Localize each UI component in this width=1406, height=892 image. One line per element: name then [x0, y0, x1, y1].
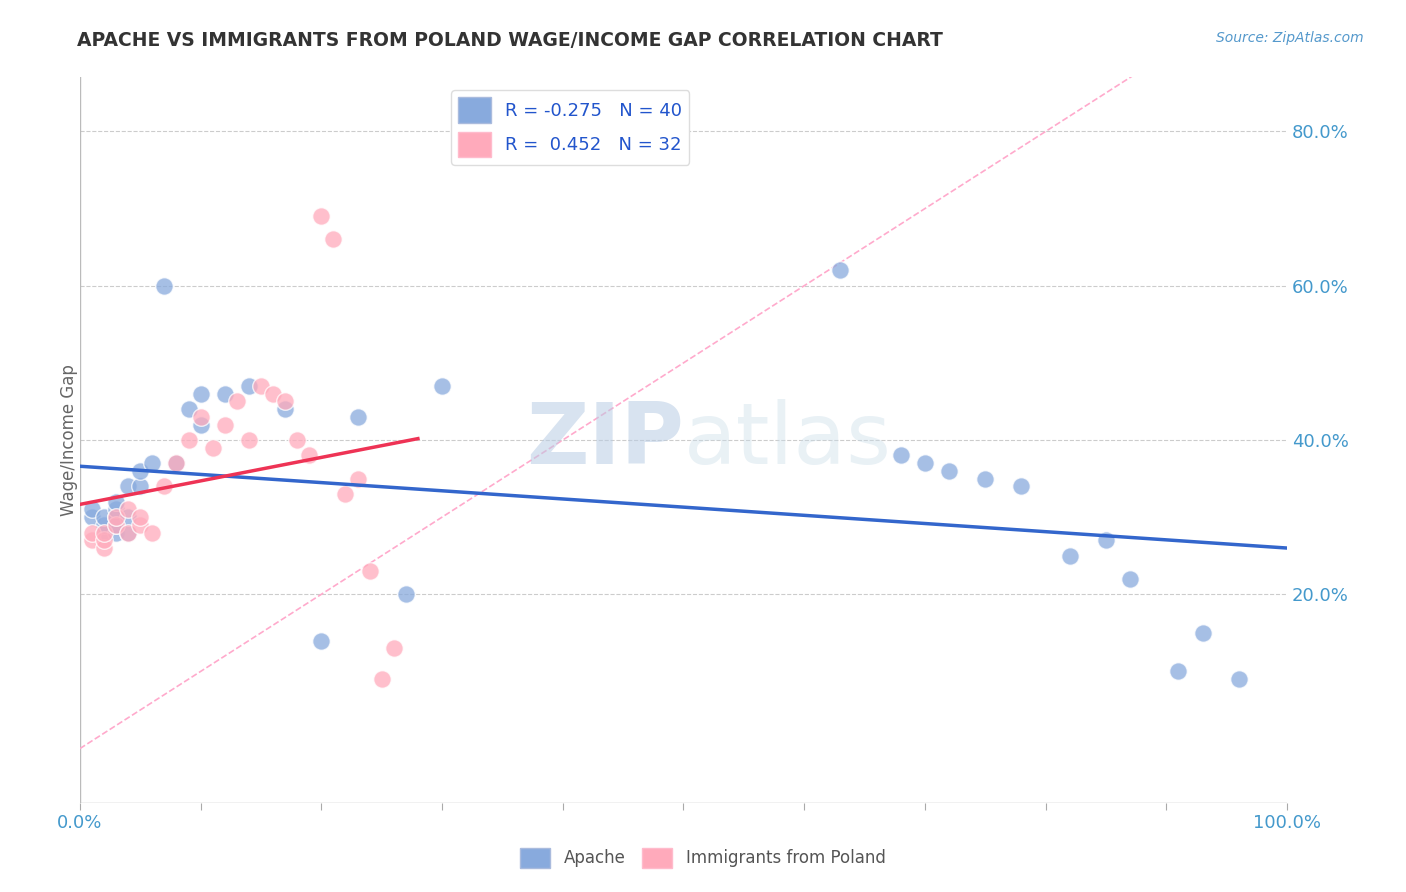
Text: APACHE VS IMMIGRANTS FROM POLAND WAGE/INCOME GAP CORRELATION CHART: APACHE VS IMMIGRANTS FROM POLAND WAGE/IN…	[77, 31, 943, 50]
Point	[430, 379, 453, 393]
Point	[1059, 549, 1081, 563]
Point	[117, 510, 139, 524]
Point	[250, 379, 273, 393]
Point	[1167, 665, 1189, 679]
Point	[93, 517, 115, 532]
Point	[177, 402, 200, 417]
Point	[1227, 672, 1250, 686]
Point	[238, 379, 260, 393]
Point	[285, 433, 308, 447]
Point	[1011, 479, 1033, 493]
Point	[105, 525, 128, 540]
Point	[938, 464, 960, 478]
Point	[105, 517, 128, 532]
Point	[141, 525, 163, 540]
Point	[80, 525, 103, 540]
Point	[1119, 572, 1142, 586]
Point	[105, 494, 128, 508]
Point	[830, 263, 852, 277]
Point	[311, 209, 333, 223]
Point	[141, 456, 163, 470]
Point	[201, 441, 224, 455]
Point	[117, 479, 139, 493]
Point	[93, 525, 115, 540]
Point	[165, 456, 187, 470]
Point	[322, 232, 344, 246]
Text: atlas: atlas	[683, 399, 891, 482]
Point	[238, 433, 260, 447]
Legend: R = -0.275   N = 40, R =  0.452   N = 32: R = -0.275 N = 40, R = 0.452 N = 32	[451, 90, 689, 165]
Point	[298, 449, 321, 463]
Point	[335, 487, 357, 501]
Point	[80, 533, 103, 548]
Point	[346, 472, 368, 486]
Point	[105, 510, 128, 524]
Point	[311, 633, 333, 648]
Point	[165, 456, 187, 470]
Point	[274, 402, 297, 417]
Point	[190, 417, 212, 432]
Point	[274, 394, 297, 409]
Point	[105, 502, 128, 516]
Point	[93, 525, 115, 540]
Point	[129, 464, 152, 478]
Point	[117, 525, 139, 540]
Point	[93, 510, 115, 524]
Point	[890, 449, 912, 463]
Point	[370, 672, 392, 686]
Point	[153, 479, 176, 493]
Point	[225, 394, 247, 409]
Point	[80, 502, 103, 516]
Point	[395, 587, 418, 601]
Point	[214, 417, 236, 432]
Point	[914, 456, 936, 470]
Point	[117, 502, 139, 516]
Point	[80, 510, 103, 524]
Point	[346, 409, 368, 424]
Point	[190, 386, 212, 401]
Point	[214, 386, 236, 401]
Point	[117, 525, 139, 540]
Point	[129, 510, 152, 524]
Point	[105, 510, 128, 524]
Text: Source: ZipAtlas.com: Source: ZipAtlas.com	[1216, 31, 1364, 45]
Point	[190, 409, 212, 424]
Legend: Apache, Immigrants from Poland: Apache, Immigrants from Poland	[513, 841, 893, 875]
Point	[1095, 533, 1118, 548]
Point	[382, 641, 405, 656]
Text: ZIP: ZIP	[526, 399, 683, 482]
Point	[129, 517, 152, 532]
Point	[129, 479, 152, 493]
Point	[93, 541, 115, 555]
Point	[177, 433, 200, 447]
Point	[105, 517, 128, 532]
Point	[262, 386, 284, 401]
Point	[359, 564, 381, 578]
Point	[93, 533, 115, 548]
Point	[1191, 626, 1213, 640]
Y-axis label: Wage/Income Gap: Wage/Income Gap	[60, 364, 77, 516]
Point	[974, 472, 997, 486]
Point	[153, 278, 176, 293]
